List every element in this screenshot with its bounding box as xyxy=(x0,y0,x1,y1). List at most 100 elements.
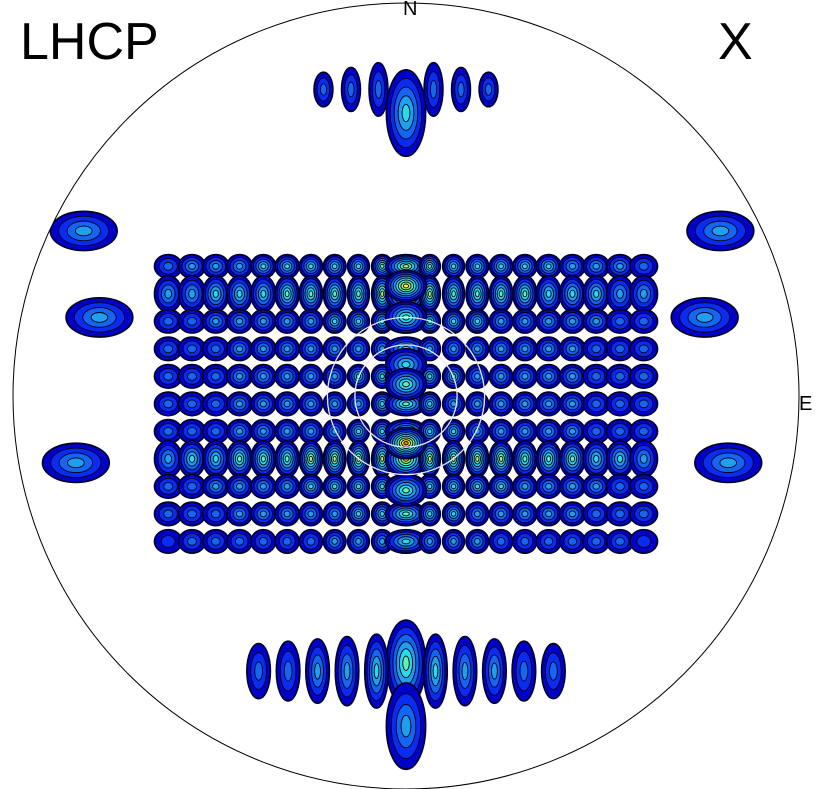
pattern-lobe xyxy=(226,253,254,279)
contour-level-4 xyxy=(427,511,433,517)
contour-level-4 xyxy=(212,454,219,463)
contour-level-5 xyxy=(451,290,456,298)
contour-level-2 xyxy=(615,426,625,436)
pattern-lobe xyxy=(629,501,659,527)
contour-level-6 xyxy=(475,455,480,462)
pattern-lobe xyxy=(605,391,635,417)
contour-level-3 xyxy=(259,345,267,353)
pattern-lobe xyxy=(177,418,207,444)
pattern-lobe xyxy=(582,501,611,527)
lower-lobe xyxy=(452,635,478,707)
contour-level-3 xyxy=(592,482,600,490)
contour-level-5 xyxy=(402,487,410,494)
pattern-lobe xyxy=(274,308,300,334)
pattern-lobe xyxy=(582,308,611,334)
pattern-lobe xyxy=(465,473,490,499)
pattern-lobe xyxy=(298,418,324,444)
pattern-lobe xyxy=(512,308,538,334)
contour-level-5 xyxy=(308,290,314,298)
contour-level-3 xyxy=(283,400,291,408)
contour-level-3 xyxy=(235,427,244,435)
pattern-lobe xyxy=(250,418,277,444)
pattern-lobe xyxy=(177,391,207,417)
pattern-lobe xyxy=(274,253,300,279)
contour-level-2 xyxy=(519,660,529,682)
pattern-lobe xyxy=(535,440,562,478)
pattern-lobe xyxy=(322,363,347,389)
contour-level-6 xyxy=(332,455,337,462)
contour-level-5 xyxy=(236,455,243,463)
pattern-lobe xyxy=(153,363,183,389)
contour-level-3 xyxy=(568,317,577,325)
contour-level-4 xyxy=(427,373,433,380)
pattern-lobe xyxy=(512,473,538,499)
lower-lobe xyxy=(511,640,537,702)
contour-level-3 xyxy=(474,345,481,353)
pattern-lobe xyxy=(274,274,300,313)
contour-level-4 xyxy=(474,318,481,325)
contour-level-3 xyxy=(568,482,577,490)
pattern-lobe xyxy=(582,418,611,444)
contour-level-3 xyxy=(474,538,481,545)
pattern-lobe xyxy=(322,336,347,362)
contour-level-6 xyxy=(380,290,385,297)
contour-level-3 xyxy=(259,510,267,518)
pattern-lobe xyxy=(629,253,659,279)
pattern-lobe xyxy=(250,274,277,313)
pattern-lobe xyxy=(582,473,611,499)
contour-level-3 xyxy=(283,345,291,353)
contour-level-3 xyxy=(450,538,457,545)
contour-level-6 xyxy=(308,455,314,462)
pattern-lobe xyxy=(535,363,562,389)
contour-level-4 xyxy=(450,263,457,270)
pattern-lobe xyxy=(512,528,538,554)
contour-level-3 xyxy=(212,317,220,325)
contour-level-3 xyxy=(461,662,469,681)
contour-level-2 xyxy=(496,537,506,546)
pattern-lobe xyxy=(274,440,300,478)
contour-level-3 xyxy=(719,457,738,469)
pattern-lobe xyxy=(512,274,538,313)
pattern-lobe xyxy=(298,363,324,389)
lower-lobe xyxy=(246,642,272,700)
pattern-lobe xyxy=(201,440,230,478)
contour-level-3 xyxy=(307,317,315,325)
contour-level-4 xyxy=(284,263,290,270)
contour-level-2 xyxy=(457,81,465,98)
pattern-lobe xyxy=(153,528,183,554)
contour-level-2 xyxy=(638,261,649,271)
contour-level-4 xyxy=(450,483,457,490)
contour-level-2 xyxy=(591,426,602,436)
pattern-lobe xyxy=(298,336,324,362)
pattern-lobe xyxy=(535,528,562,554)
pattern-lobe xyxy=(298,308,324,334)
contour-level-3 xyxy=(474,372,481,380)
pattern-lobe xyxy=(535,336,562,362)
pattern-lobe xyxy=(512,440,538,478)
contour-level-5 xyxy=(356,290,361,298)
pattern-lobe xyxy=(177,528,207,554)
contour-level-4 xyxy=(522,263,528,270)
contour-level-3 xyxy=(307,400,315,408)
overlay-circles xyxy=(326,316,486,476)
contour-level-4 xyxy=(379,373,385,380)
pattern-lobe xyxy=(558,418,586,444)
contour-level-8 xyxy=(403,440,409,446)
pattern-lobe xyxy=(346,274,371,313)
contour-level-4 xyxy=(379,483,385,490)
contour-level-2 xyxy=(638,399,649,409)
contour-level-2 xyxy=(210,426,221,436)
outer-lateral-lobe xyxy=(41,442,111,484)
contour-level-2 xyxy=(163,509,174,519)
contour-level-3 xyxy=(545,427,553,435)
contour-level-3 xyxy=(67,457,85,469)
contour-level-5 xyxy=(569,455,576,463)
pattern-lobe xyxy=(488,418,514,444)
pattern-lobe xyxy=(582,363,611,389)
contour-level-6 xyxy=(402,264,410,269)
contour-level-3 xyxy=(235,345,244,353)
pattern-lobe xyxy=(274,473,300,499)
contour-level-3 xyxy=(497,372,505,380)
pattern-lobe xyxy=(418,501,442,527)
contour-level-1 xyxy=(160,535,176,548)
